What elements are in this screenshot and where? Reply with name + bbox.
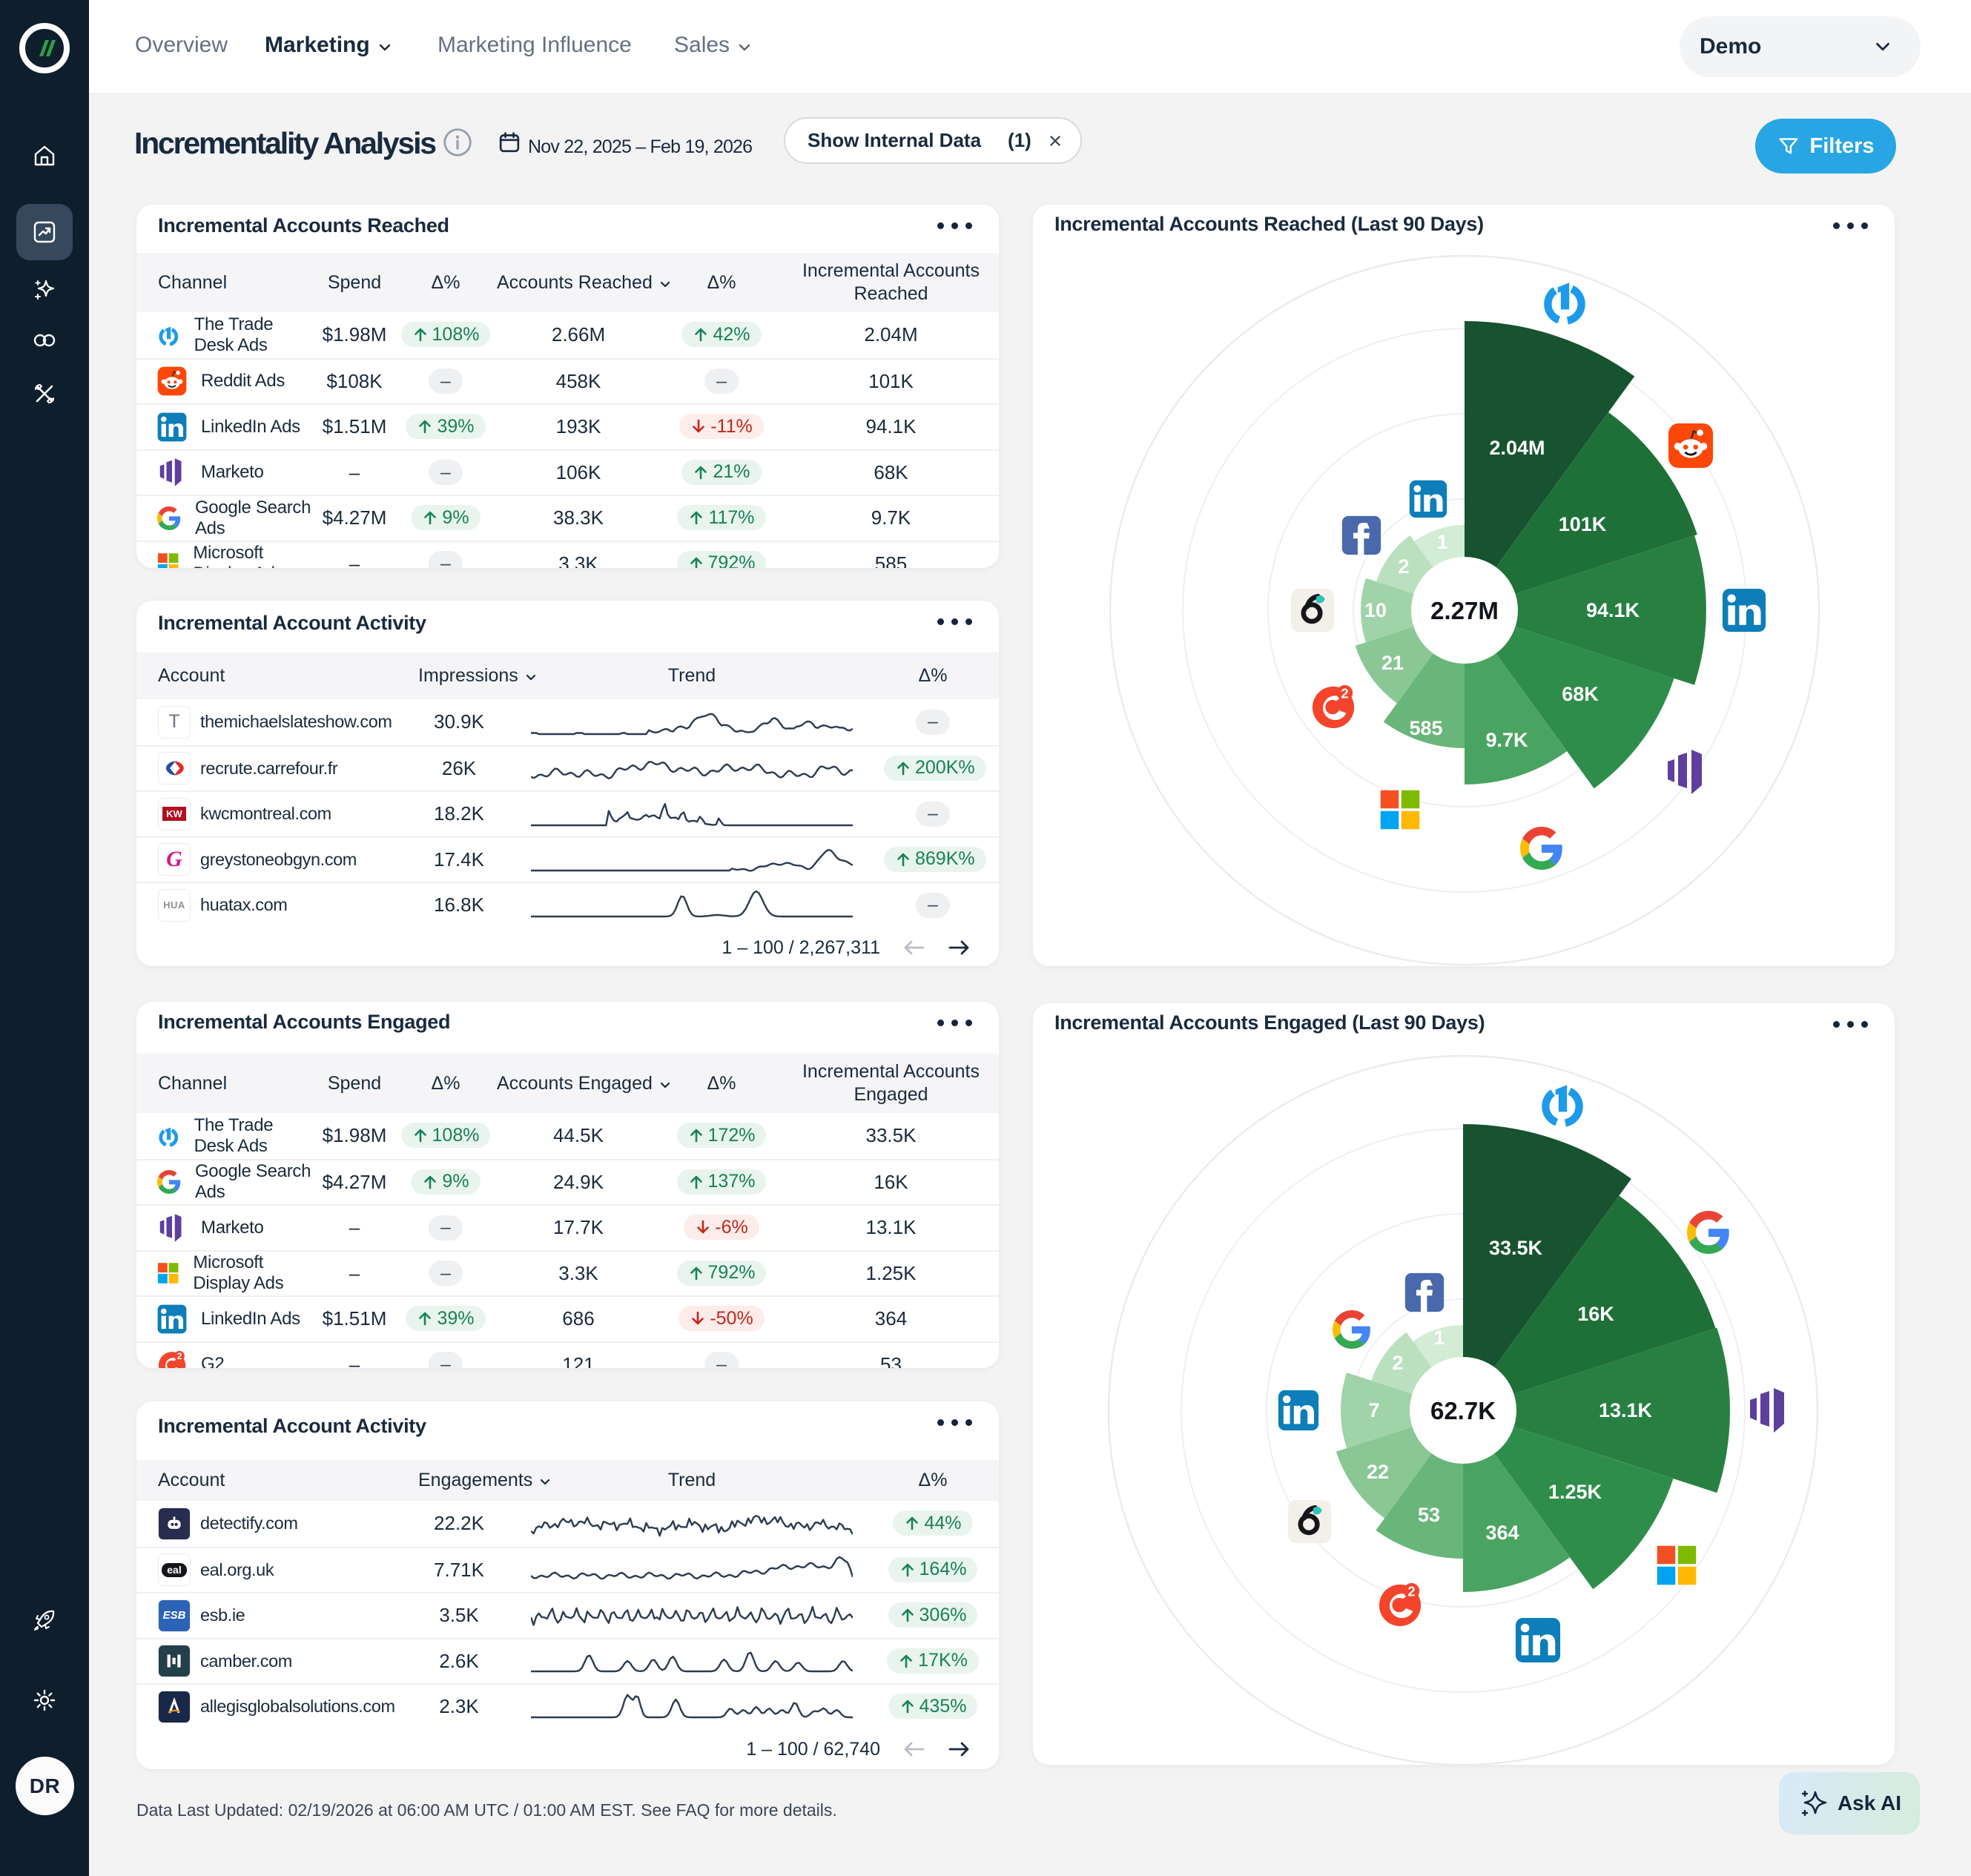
svg-text:62.7K: 62.7K	[1430, 1397, 1496, 1424]
svg-text:68K: 68K	[1562, 683, 1599, 705]
svg-text:364: 364	[1485, 1522, 1519, 1544]
svg-text:1: 1	[1433, 1327, 1445, 1349]
svg-text:9.7K: 9.7K	[1485, 729, 1528, 751]
svg-text:2.27M: 2.27M	[1430, 597, 1499, 624]
svg-text:585: 585	[1409, 717, 1442, 739]
svg-text:33.5K: 33.5K	[1489, 1237, 1543, 1259]
svg-text:16K: 16K	[1577, 1303, 1614, 1325]
svg-text:1: 1	[1436, 531, 1447, 553]
svg-text:21: 21	[1381, 652, 1404, 674]
svg-text:22: 22	[1367, 1461, 1389, 1483]
svg-text:1.25K: 1.25K	[1548, 1481, 1602, 1503]
svg-text:13.1K: 13.1K	[1599, 1399, 1653, 1421]
svg-text:10: 10	[1364, 599, 1387, 621]
svg-text:2: 2	[1398, 555, 1409, 578]
svg-text:2: 2	[1392, 1352, 1403, 1374]
svg-text:53: 53	[1418, 1504, 1440, 1526]
svg-text:94.1K: 94.1K	[1586, 599, 1640, 621]
svg-text:7: 7	[1368, 1399, 1379, 1421]
svg-text:2.04M: 2.04M	[1489, 437, 1545, 459]
svg-text:101K: 101K	[1559, 513, 1607, 535]
